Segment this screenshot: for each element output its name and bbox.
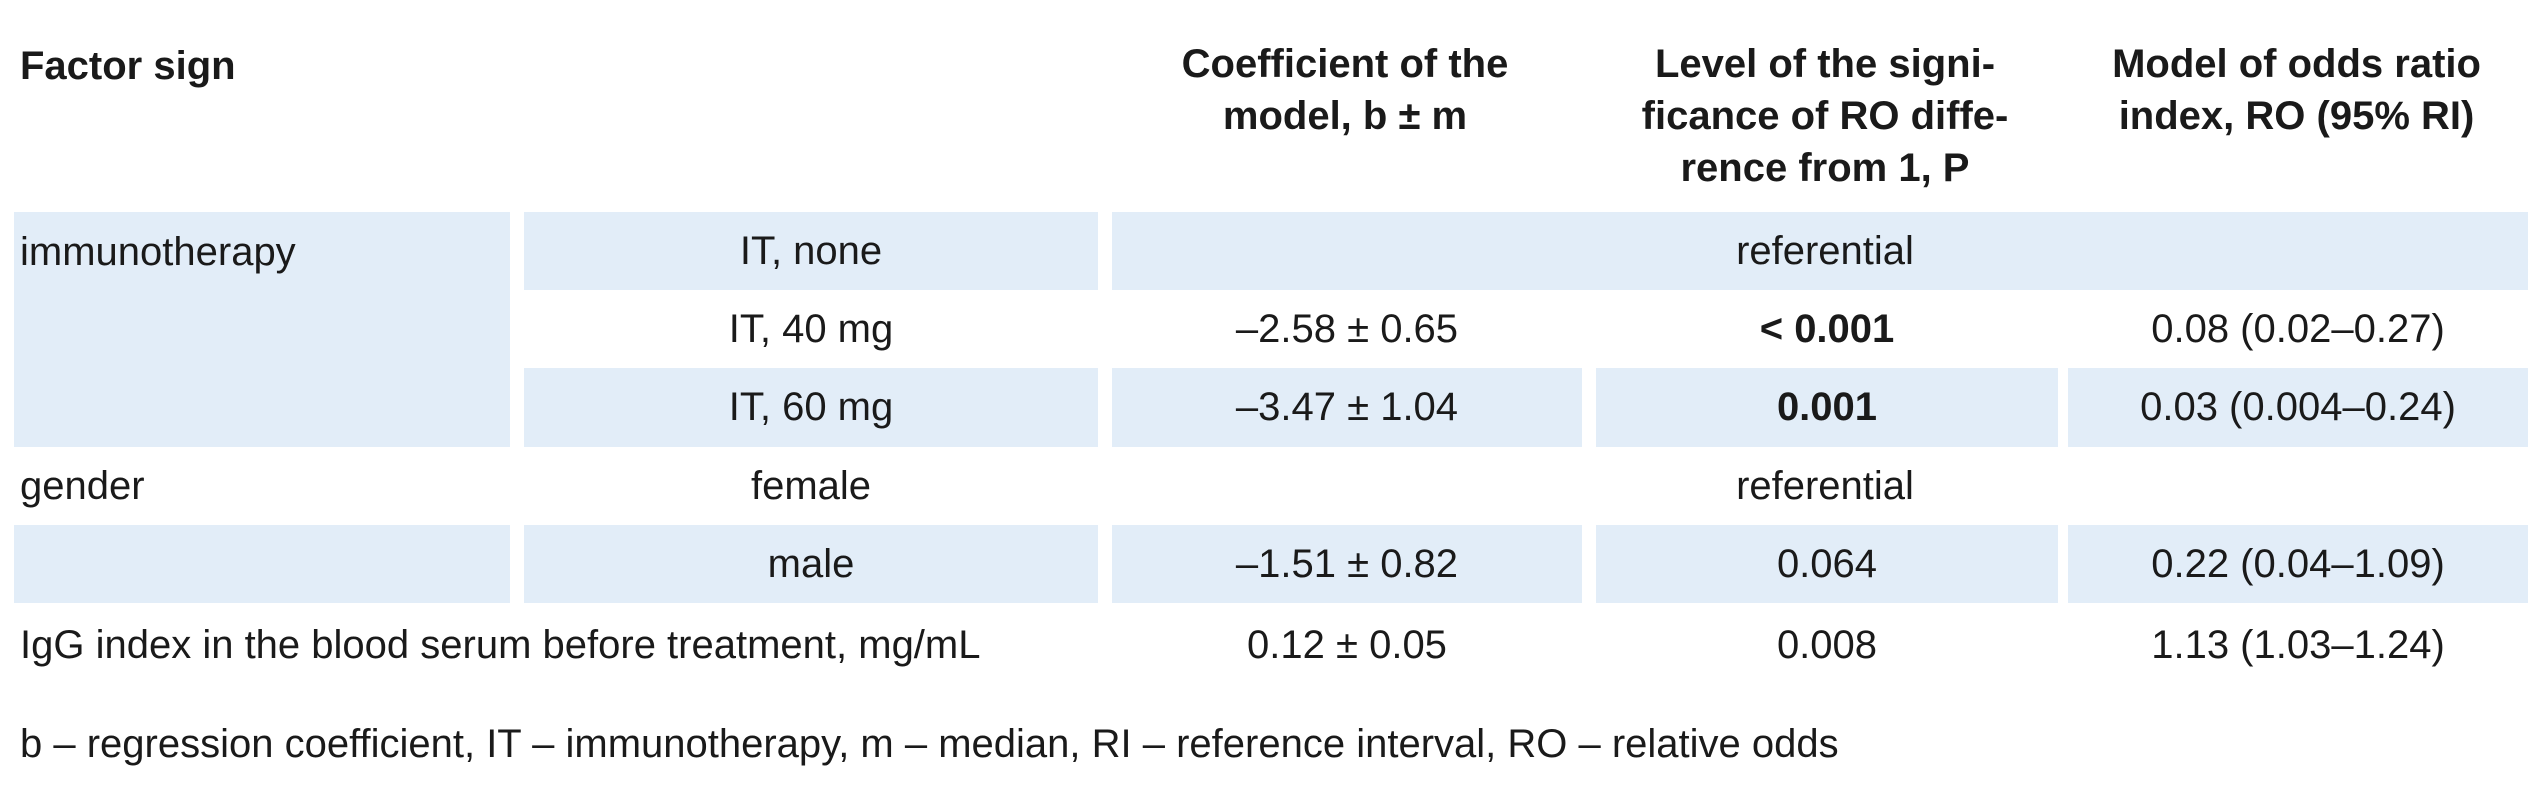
- header-significance-line-2: ficance of RO diffe-: [1641, 94, 2009, 138]
- table-footnote: b – regression coefficient, IT – immunot…: [20, 722, 1839, 766]
- level-female: female: [750, 463, 872, 508]
- header-factor-sign: Factor sign: [20, 44, 236, 88]
- header-odds-ratio: Model of odds ratio index, RO (95% RI): [2065, 38, 2528, 142]
- factor-gender: gender: [20, 463, 145, 508]
- p-it-40mg: < 0.001: [1596, 290, 2058, 368]
- header-significance-line-3: rence from 1, P: [1680, 146, 1970, 190]
- coef-male: –1.51 ± 0.82: [1112, 525, 1582, 603]
- level-it-40mg: IT, 40 mg: [728, 306, 894, 351]
- ro-it-60mg: 0.03 (0.004–0.24): [2068, 368, 2528, 447]
- p-igg: 0.008: [1776, 622, 1878, 667]
- header-significance: Level of the signi- ficance of RO diffe-…: [1590, 38, 2060, 194]
- ro-igg: 1.13 (1.03–1.24): [2151, 622, 2445, 667]
- header-significance-line-1: Level of the signi-: [1654, 42, 1996, 86]
- factor-immunotherapy: immunotherapy: [14, 212, 510, 447]
- header-coefficient-line-1: Coefficient of the: [1181, 42, 1509, 86]
- header-coefficient-line-2: model, b ± m: [1222, 94, 1468, 138]
- p-male: 0.064: [1596, 525, 2058, 603]
- coef-it-60mg: –3.47 ± 1.04: [1112, 368, 1582, 447]
- ro-it-40mg: 0.08 (0.02–0.27): [2151, 306, 2445, 351]
- ro-male: 0.22 (0.04–1.09): [2068, 525, 2528, 603]
- header-odds-ratio-line-2: index, RO (95% RI): [2118, 94, 2475, 138]
- header-odds-ratio-line-1: Model of odds ratio: [2112, 42, 2481, 86]
- referential-it: referential: [1736, 228, 1914, 273]
- p-it-40mg-value: 0.001: [1794, 306, 1895, 351]
- coef-it-40mg: –2.58 ± 0.65: [1235, 306, 1459, 351]
- header-coefficient: Coefficient of the model, b ± m: [1105, 38, 1585, 142]
- coef-igg: 0.12 ± 0.05: [1247, 622, 1447, 667]
- level-it-60mg: IT, 60 mg: [524, 368, 1098, 447]
- p-it-60mg: 0.001: [1596, 368, 2058, 447]
- level-male: male: [524, 525, 1098, 603]
- factor-igg: IgG index in the blood serum before trea…: [20, 622, 981, 667]
- level-it-none: IT, none: [524, 212, 1098, 290]
- merged-row-shade: [1112, 212, 2528, 290]
- gender-male-shade: [14, 525, 510, 603]
- referential-gender: referential: [1736, 463, 1914, 508]
- p-it-40mg-prefix: <: [1759, 306, 1795, 351]
